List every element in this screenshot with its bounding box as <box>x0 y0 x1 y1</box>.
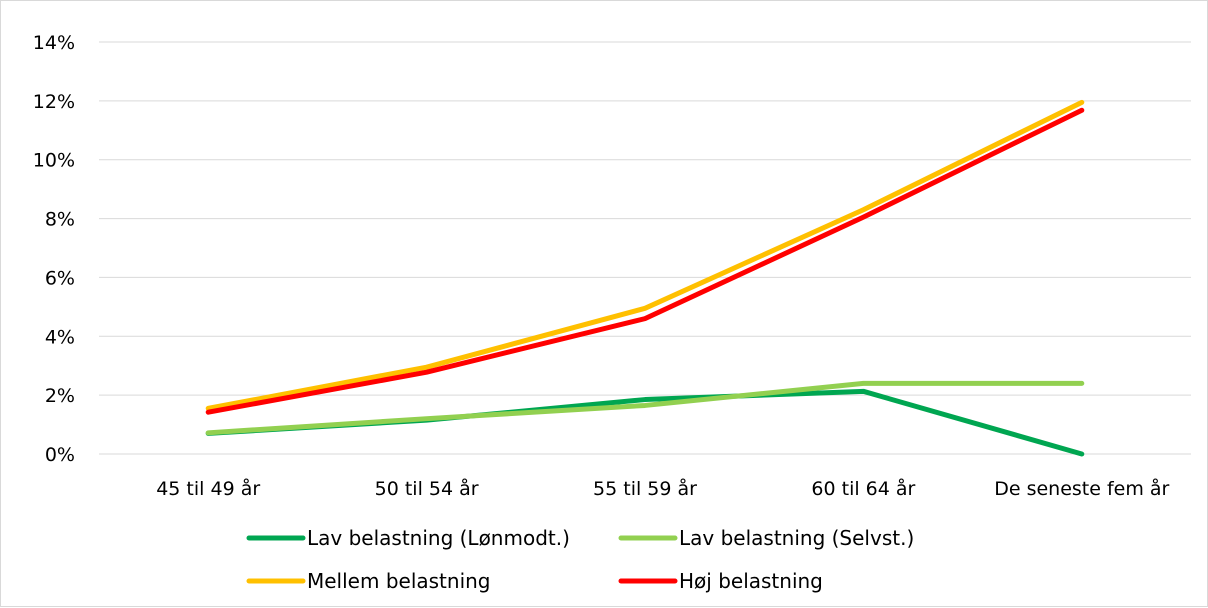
y-tick-label: 2% <box>45 385 75 407</box>
gridlines <box>99 41 1191 455</box>
legend-item: Mellem belastning <box>246 569 491 593</box>
legend-label: Høj belastning <box>679 569 823 593</box>
x-tick-label: 55 til 59 år <box>593 477 697 500</box>
legend-item: Lav belastning (Selvst.) <box>618 526 914 550</box>
legend-label: Mellem belastning <box>307 569 491 593</box>
legend-item: Lav belastning (Lønmodt.) <box>246 526 570 550</box>
x-axis-ticks: 45 til 49 år 50 til 54 år 55 til 59 år 60 t… <box>156 477 1169 500</box>
y-tick-label: 14% <box>33 32 75 54</box>
legend: Lav belastning (Lønmodt.) Lav belastning … <box>246 526 914 593</box>
x-tick-label: 60 til 64 år <box>811 477 915 500</box>
y-tick-label: 12% <box>33 91 75 113</box>
y-tick-label: 6% <box>45 267 75 289</box>
legend-label: Lav belastning (Selvst.) <box>679 526 914 550</box>
x-tick-label: 50 til 54 år <box>375 477 479 500</box>
y-tick-label: 0% <box>45 444 75 466</box>
legend-item: Høj belastning <box>618 569 823 593</box>
y-tick-label: 10% <box>33 150 75 172</box>
y-tick-label: 8% <box>45 209 75 231</box>
series-lines <box>205 99 1085 457</box>
x-tick-label: De seneste fem år <box>994 477 1169 500</box>
series-line-2 <box>205 380 1085 436</box>
legend-label: Lav belastning (Lønmodt.) <box>307 526 570 550</box>
y-axis-ticks: 0% 2% 4% 6% 8% 10% 12% 14% <box>33 32 75 466</box>
x-tick-label: 45 til 49 år <box>156 477 260 500</box>
series-line-3 <box>205 99 1085 411</box>
series-line-4 <box>205 107 1085 415</box>
y-tick-label: 4% <box>45 326 75 348</box>
